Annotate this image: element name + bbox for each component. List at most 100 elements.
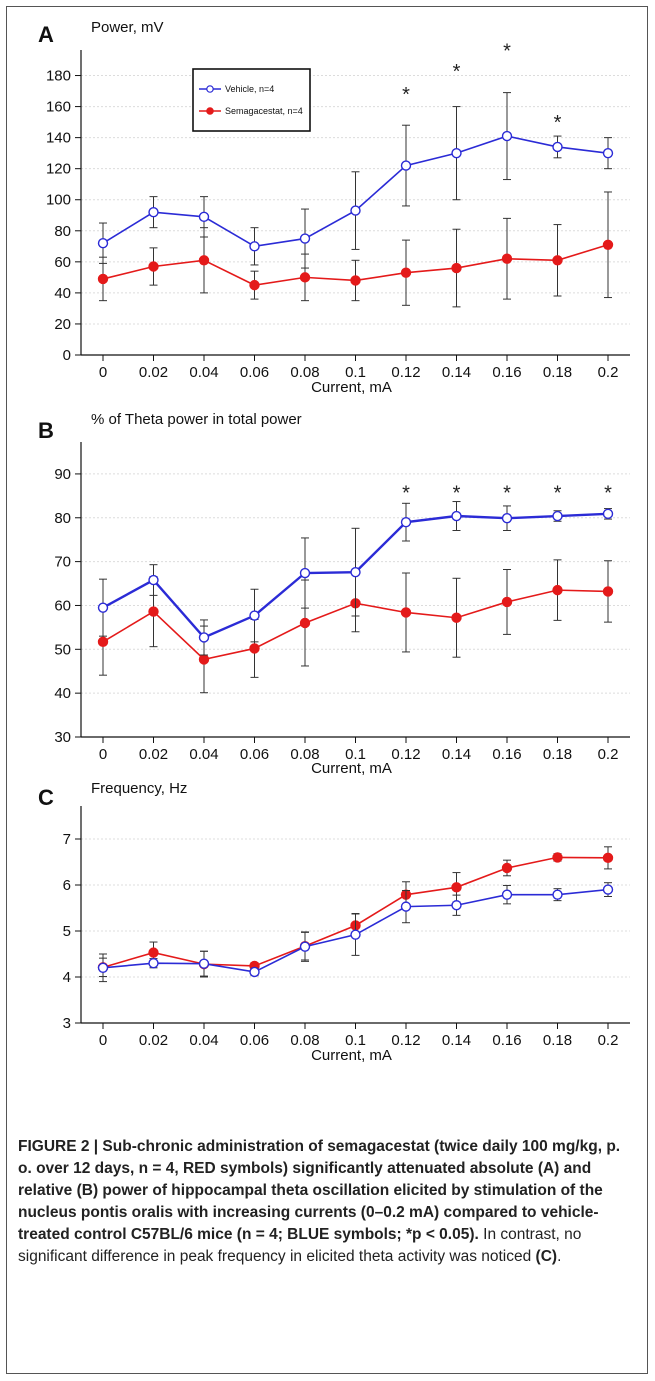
data-point: [501, 513, 513, 524]
panel-letter: B: [38, 418, 54, 443]
data-point: [350, 275, 361, 286]
x-tick-label: 0.2: [598, 1032, 619, 1049]
significance-star: *: [554, 482, 562, 504]
data-point: [148, 606, 159, 617]
x-tick-label: 0.04: [189, 364, 218, 381]
y-tick-label: 30: [54, 729, 71, 746]
data-point: [97, 238, 109, 249]
x-tick-label: 0.12: [391, 746, 420, 763]
significance-star: *: [503, 41, 511, 63]
y-tick-label: 80: [54, 510, 71, 527]
significance-star: *: [604, 482, 612, 504]
y-tick-label: 180: [46, 68, 71, 85]
chart-panel-c: C Frequency, Hz 3 4 5 6 7 0 0.02 0.04 0.06 0.08 0.1 0…: [38, 780, 630, 1064]
y-tick-label: 60: [54, 254, 71, 271]
chart-title: % of Theta power in total power: [91, 411, 302, 428]
x-tick-label: 0.06: [240, 364, 269, 381]
data-point: [350, 205, 361, 216]
x-tick-label: 0.2: [598, 364, 619, 381]
data-point: [501, 862, 513, 874]
data-point: [97, 602, 109, 613]
data-point: [148, 261, 159, 272]
x-tick-label: 0: [99, 746, 107, 763]
x-tick-label: 0.08: [290, 746, 319, 763]
y-tick-label: 40: [54, 285, 71, 302]
data-point: [148, 947, 159, 958]
data-point: [148, 206, 159, 218]
series-vehicle: [97, 501, 614, 656]
data-point: [400, 901, 412, 912]
panel-letter: A: [38, 22, 54, 47]
data-point: [552, 852, 563, 863]
x-axis-label: Current, mA: [311, 379, 392, 396]
x-tick-label: 0.02: [139, 1032, 168, 1049]
caption-end: .: [557, 1248, 562, 1265]
data-point: [602, 147, 614, 159]
data-point: [451, 900, 462, 911]
chart-title: Power, mV: [91, 19, 164, 36]
data-point: [400, 267, 412, 278]
legend-label: Vehicle, n=4: [225, 84, 274, 94]
y-tick-label: 5: [63, 923, 71, 940]
x-tick-label: 0.04: [189, 1032, 218, 1049]
x-tick-label: 0.14: [442, 746, 471, 763]
data-point: [602, 586, 614, 597]
y-tick-label: 40: [54, 685, 71, 702]
chart-panel-a: A Power, mV 0 20 40 60 80 100 120 140 160 180 0 0.02 0…: [38, 19, 630, 396]
x-tick-label: 0.06: [240, 1032, 269, 1049]
data-point: [451, 882, 462, 893]
x-tick-label: 0.16: [492, 1032, 521, 1049]
data-point: [97, 962, 109, 973]
y-tick-label: 90: [54, 466, 71, 483]
data-point: [552, 141, 563, 153]
chart-panel-b: B % of Theta power in total power 30 40 50 60…: [38, 411, 630, 777]
data-point: [552, 510, 563, 522]
data-point: [299, 941, 311, 952]
data-point: [501, 253, 513, 264]
data-point: [350, 929, 361, 940]
y-tick-label: 70: [54, 554, 71, 571]
x-tick-label: 0.08: [290, 364, 319, 381]
data-point: [198, 632, 210, 643]
significance-star: *: [402, 84, 410, 106]
significance-star: *: [453, 61, 461, 83]
data-point: [97, 273, 109, 285]
x-tick-label: 0.04: [189, 746, 218, 763]
significance-star: *: [554, 112, 562, 134]
x-tick-label: 0.08: [290, 1032, 319, 1049]
x-tick-label: 0.16: [492, 746, 521, 763]
data-point: [299, 272, 311, 283]
data-point: [148, 958, 159, 969]
data-point: [451, 510, 462, 522]
x-tick-label: 0.14: [442, 364, 471, 381]
data-point: [249, 279, 260, 291]
y-tick-label: 160: [46, 99, 71, 116]
data-point: [552, 255, 563, 266]
significance-star: *: [503, 482, 511, 504]
significance-star: *: [453, 482, 461, 504]
x-tick-label: 0.18: [543, 746, 572, 763]
data-point: [249, 643, 260, 654]
legend: Vehicle, n=4 Semagacestat, n=4: [192, 68, 311, 132]
x-tick-label: 0.18: [543, 364, 572, 381]
data-point: [400, 516, 412, 528]
x-tick-label: 0.1: [345, 746, 366, 763]
y-tick-label: 4: [63, 969, 71, 986]
x-tick-label: 0.12: [391, 364, 420, 381]
y-tick-label: 80: [54, 223, 71, 240]
y-tick-label: 3: [63, 1015, 71, 1032]
data-point: [501, 889, 513, 900]
data-point: [249, 966, 260, 978]
data-point: [198, 255, 210, 266]
legend-box: [192, 68, 311, 132]
data-point: [299, 617, 311, 629]
data-point: [249, 241, 260, 252]
data-point: [198, 211, 210, 223]
data-point: [602, 884, 614, 895]
y-tick-label: 50: [54, 641, 71, 658]
x-axis-label: Current, mA: [311, 760, 392, 777]
y-tick-label: 100: [46, 192, 71, 209]
y-tick-label: 20: [54, 316, 71, 333]
chart-title: Frequency, Hz: [91, 780, 187, 797]
x-tick-label: 0: [99, 1032, 107, 1049]
